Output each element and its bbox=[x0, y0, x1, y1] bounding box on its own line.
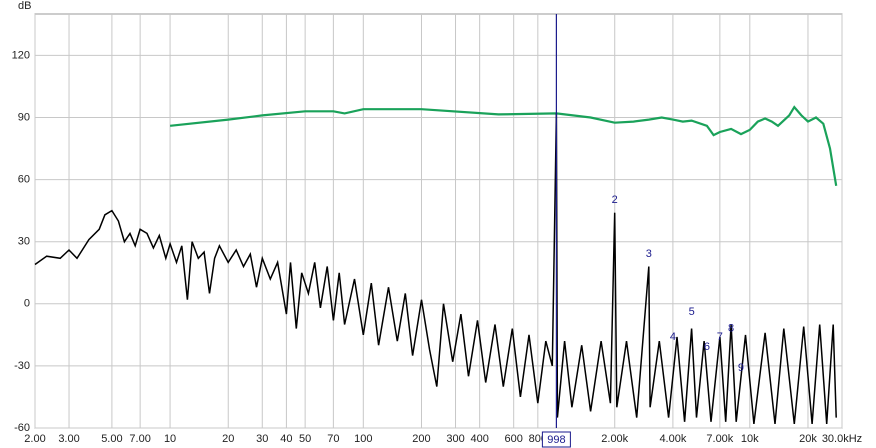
x-tick-label: 400 bbox=[470, 433, 488, 445]
x-tick-label: 7.00k bbox=[706, 433, 733, 445]
x-tick-label: 30 bbox=[256, 433, 268, 445]
x-tick-label: 10 bbox=[164, 433, 176, 445]
y-axis-label: dB bbox=[18, 0, 31, 12]
harmonic-label: 9 bbox=[738, 362, 744, 374]
x-tick-label: 4.00k bbox=[659, 433, 686, 445]
x-tick-label: 300 bbox=[446, 433, 464, 445]
x-tick-label: 50 bbox=[299, 433, 311, 445]
harmonic-label: 4 bbox=[670, 331, 676, 343]
y-tick-label: -30 bbox=[14, 360, 30, 372]
x-tick-label: 40 bbox=[280, 433, 292, 445]
y-tick-label: 30 bbox=[18, 236, 30, 248]
x-tick-label: 30.0kHz bbox=[822, 433, 862, 445]
harmonic-label: 7 bbox=[717, 331, 723, 343]
harmonic-label: 8 bbox=[728, 323, 734, 335]
y-tick-label: 0 bbox=[24, 298, 30, 310]
x-tick-label: 20k bbox=[799, 433, 817, 445]
x-tick-label: 600 bbox=[505, 433, 523, 445]
x-tick-label: 10k bbox=[741, 433, 759, 445]
cursor-box bbox=[541, 431, 571, 448]
y-tick-label: -60 bbox=[14, 422, 30, 434]
y-tick-label: 60 bbox=[18, 174, 30, 186]
series-line bbox=[169, 105, 838, 186]
cursor-label: 998 bbox=[547, 434, 565, 446]
x-tick-label: 20 bbox=[222, 433, 234, 445]
series-line bbox=[34, 113, 837, 424]
x-tick-label: 70 bbox=[327, 433, 339, 445]
x-tick-label: 5.00 bbox=[101, 433, 122, 445]
x-tick-label: 2.00 bbox=[24, 433, 45, 445]
y-tick-label: 90 bbox=[18, 111, 30, 123]
harmonic-label: 6 bbox=[704, 341, 710, 353]
x-tick-label: 2.00k bbox=[601, 433, 628, 445]
x-tick-label: 7.00 bbox=[129, 433, 150, 445]
harmonic-label: 2 bbox=[612, 194, 618, 206]
harmonic-label: 5 bbox=[689, 306, 695, 318]
x-tick-label: 200 bbox=[412, 433, 430, 445]
x-tick-label: 100 bbox=[354, 433, 372, 445]
x-tick-label: 3.00 bbox=[58, 433, 79, 445]
y-tick-label: 120 bbox=[12, 49, 30, 61]
harmonic-label: 3 bbox=[646, 248, 652, 260]
